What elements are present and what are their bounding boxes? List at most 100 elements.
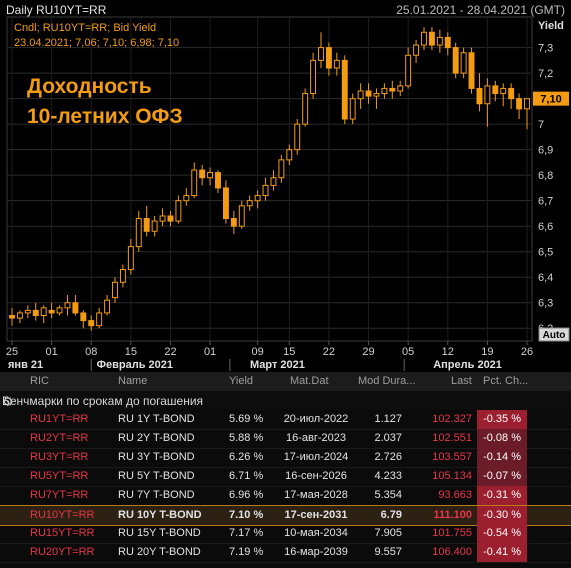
candle-body <box>436 36 443 46</box>
candle-body <box>230 218 237 227</box>
x-tick-label: 26 <box>521 346 533 358</box>
yield-cell: 5.69 % <box>229 413 264 425</box>
table-row[interactable]: RU1YT=RR RU 1Y T-BOND 5.69 % 20-июл-2022 1.1… <box>0 410 571 430</box>
table-row[interactable]: RU15YT=RR RU 15Y T-BOND 7.17 % 10-мая-2034 7… <box>0 524 571 544</box>
col-name[interactable]: Name <box>118 375 148 387</box>
name-cell: RU 2Y T-BOND <box>118 432 195 444</box>
ric-cell: RU10YT=RR <box>30 509 95 521</box>
x-tick-label: 29 <box>362 346 374 358</box>
yield-cell: 7.10 % <box>229 509 264 521</box>
table-header: RIC Name Yield Mat.Dat Mod Dura... Last … <box>0 372 571 392</box>
col-yield[interactable]: Yield <box>229 375 254 387</box>
table-row[interactable]: RU7YT=RR RU 7Y T-BOND 6.96 % 17-мая-2028 5.3… <box>0 486 571 506</box>
pct-change-cell: -0.08 % <box>477 429 527 448</box>
x-tick-label: 08 <box>85 346 97 358</box>
candle-body <box>452 47 459 74</box>
y-tick-label: 6,3 <box>538 298 553 310</box>
duration-cell: 7.905 <box>374 527 402 539</box>
last-value-marker <box>533 91 569 106</box>
table-row[interactable]: RU5YT=RR RU 5Y T-BOND 6.71 % 16-сен-2026 4.2… <box>0 467 571 487</box>
candle-body <box>64 302 71 309</box>
annotation-line-1: Доходность <box>27 75 152 98</box>
col-pct-change[interactable]: Pct. Ch... <box>483 375 529 387</box>
last-price-cell: 93.663 <box>438 489 472 501</box>
candle-body <box>325 47 332 69</box>
col-ric[interactable]: RIC <box>30 375 49 387</box>
table-row[interactable]: RU2YT=RR RU 2Y T-BOND 5.88 % 16-авг-2023 2.0… <box>0 429 571 449</box>
x-tick-label: 01 <box>204 346 216 358</box>
x-tick-label: 15 <box>283 346 295 358</box>
y-tick-label: 7,3 <box>538 43 553 55</box>
candle-body <box>405 54 412 87</box>
auto-scale-label[interactable]: Auto <box>543 330 566 341</box>
ric-cell: RU5YT=RR <box>30 470 89 482</box>
y-tick-label: 6,6 <box>538 221 553 233</box>
date-range: 25.01.2021 - 28.04.2021 (GMT) <box>396 3 565 17</box>
candle-body <box>24 309 31 314</box>
candle-body <box>32 309 39 316</box>
y-tick-label: 6,8 <box>538 170 553 182</box>
benchmark-table: RIC Name Yield Mat.Dat Mod Dura... Last … <box>0 372 571 568</box>
candle-body <box>397 85 404 92</box>
plot-area <box>6 16 533 342</box>
last-price-cell: 101.755 <box>432 527 472 539</box>
candle-body <box>278 159 285 179</box>
col-last[interactable]: Last <box>451 375 472 387</box>
y-tick-label: 6,4 <box>538 272 553 284</box>
duration-cell: 6.79 <box>380 509 402 521</box>
candle-body <box>191 169 198 197</box>
name-cell: RU 10Y T-BOND <box>118 509 202 521</box>
ric-cell: RU2YT=RR <box>30 432 89 444</box>
duration-cell: 2.726 <box>374 451 402 463</box>
candle-body <box>159 215 166 222</box>
candle-body <box>119 269 126 283</box>
candle-body <box>246 200 253 207</box>
pct-change-value: -0.31 % <box>483 489 521 501</box>
maturity-cell: 10-мая-2034 <box>284 527 348 539</box>
gear-icon[interactable]: ⚙ <box>2 394 14 409</box>
candle-body <box>143 218 150 232</box>
month-label: Февраль 2021 <box>97 359 173 371</box>
maturity-cell: 17-мая-2028 <box>284 489 348 501</box>
col-mod-duration[interactable]: Mod Dura... <box>358 375 416 387</box>
name-cell: RU 7Y T-BOND <box>118 489 195 501</box>
legend-values: 23.04.2021; 7,06; 7,10; 6,98; 7,10 <box>14 37 179 49</box>
name-cell: RU 15Y T-BOND <box>118 527 201 539</box>
yield-cell: 6.71 % <box>229 470 264 482</box>
table-row[interactable]: RU10YT=RR RU 10Y T-BOND 7.10 % 17-сен-2031 6… <box>0 505 571 526</box>
auto-scale-button[interactable] <box>538 327 570 342</box>
x-tick-label: 19 <box>481 346 493 358</box>
last-price-cell: 105.134 <box>432 470 472 482</box>
candle-body <box>96 312 103 327</box>
maturity-cell: 17-сен-2031 <box>284 509 348 521</box>
group-row[interactable]: Бенчмарки по срокам до погашения ⚙ <box>0 391 571 410</box>
candle-body <box>207 172 214 179</box>
ric-cell: RU7YT=RR <box>30 489 89 501</box>
y-tick-label: 6,7 <box>538 196 553 208</box>
pct-change-value: -0.30 % <box>483 509 521 521</box>
candlestick-chart[interactable]: 6,26,36,46,56,66,76,86,977,17,27,3Yield2… <box>0 0 571 372</box>
candle-body <box>460 52 467 74</box>
candle-body <box>151 220 158 232</box>
month-label: янв 21 <box>8 359 43 371</box>
maturity-cell: 16-сен-2026 <box>285 470 347 482</box>
table-row[interactable]: RU20YT=RR RU 20Y T-BOND 7.19 % 16-мар-2039 9… <box>0 543 571 563</box>
timezone-label: (GMT) <box>530 3 565 17</box>
last-value-label: 7,10 <box>540 94 561 106</box>
candle-body <box>381 87 388 95</box>
pct-change-cell: -0.31 % <box>477 486 527 505</box>
x-tick-label: 22 <box>323 346 335 358</box>
duration-cell: 1.127 <box>374 413 402 425</box>
candle-body <box>40 307 47 316</box>
pct-change-cell: -0.14 % <box>477 448 527 467</box>
ric-cell: RU1YT=RR <box>30 413 89 425</box>
yield-cell: 7.19 % <box>229 546 264 558</box>
col-mat-date[interactable]: Mat.Dat <box>290 375 329 387</box>
y-tick-label: 7 <box>538 119 544 131</box>
candle-body <box>333 59 340 69</box>
candle-body <box>310 59 317 95</box>
candle-body <box>318 47 324 61</box>
candle-body <box>421 31 427 46</box>
pct-change-cell: -0.07 % <box>477 467 527 486</box>
table-row[interactable]: RU3YT=RR RU 3Y T-BOND 6.26 % 17-июл-2024 2.7… <box>0 448 571 468</box>
